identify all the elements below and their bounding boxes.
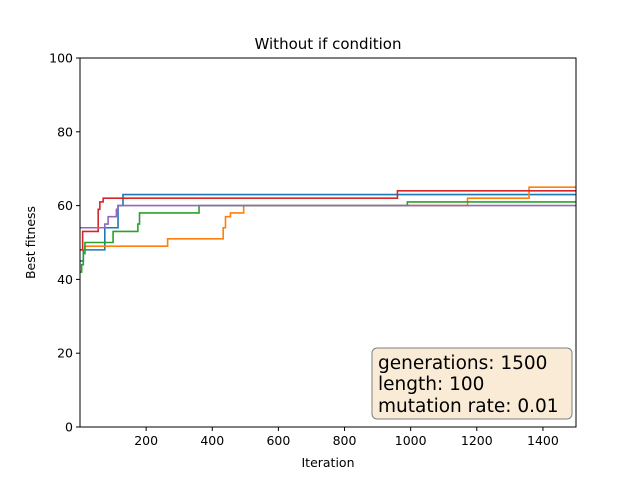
series-line-3 [80,201,576,273]
x-tick-label: 1200 [461,433,493,448]
info-mutation-rate: mutation rate: 0.01 [378,396,559,417]
info-length: length: 100 [378,374,484,395]
series-line-5 [80,204,576,229]
y-tick-label: 40 [57,272,73,287]
info-box: generations: 1500 length: 100 mutation r… [371,347,573,420]
y-tick-label: 0 [65,420,73,435]
x-axis-label: Iteration [301,455,354,470]
plot-area [80,186,576,273]
y-tick-label: 60 [57,198,73,213]
x-axis: 200 400 600 800 1000 1200 1400 [134,427,559,448]
axes-frame [79,57,577,428]
y-tick-label: 100 [49,51,73,66]
x-tick-label: 400 [200,433,224,448]
info-box-background [371,347,573,420]
x-tick-label: 200 [134,433,158,448]
x-tick-label: 1400 [527,433,559,448]
y-tick-label: 80 [57,124,73,139]
series-line-4 [80,190,576,251]
x-tick-label: 800 [333,433,357,448]
y-axis-label: Best fitness [23,206,38,279]
info-generations: generations: 1500 [378,353,547,374]
x-tick-label: 1000 [395,433,427,448]
series-line-2 [80,186,576,251]
y-tick-label: 20 [57,346,73,361]
chart-title: Without if condition [255,35,402,53]
y-axis: 0 20 40 60 80 100 [49,51,80,435]
series-line-1 [80,193,576,262]
x-tick-label: 600 [266,433,290,448]
